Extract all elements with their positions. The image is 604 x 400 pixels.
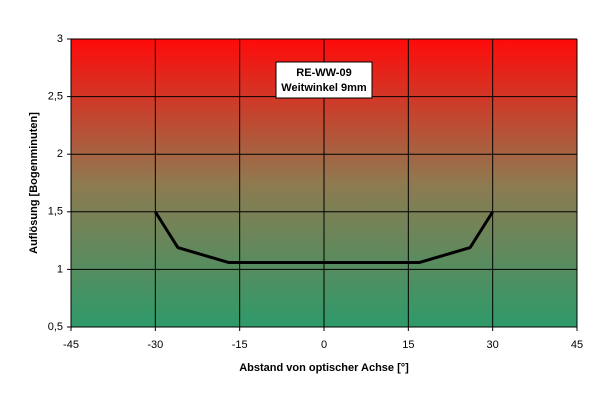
x-tick-label: -45	[63, 339, 79, 351]
y-tick-label: 1,5	[48, 206, 63, 218]
y-tick-label: 0,5	[48, 321, 63, 333]
y-tick-label: 2	[57, 148, 63, 160]
y-axis-title: Auflösung [Bogenminuten]	[28, 112, 40, 254]
data-line	[154, 211, 494, 264]
x-tick-label: -30	[147, 339, 163, 351]
x-tick-label: -15	[232, 339, 248, 351]
x-axis-title: Abstand von optischer Achse [°]	[239, 362, 409, 374]
x-tick-label: 0	[321, 339, 327, 351]
annotation-line: RE-WW-09	[296, 67, 351, 79]
annotation-line: Weitwinkel 9mm	[281, 82, 367, 94]
y-tick-label: 2,5	[48, 91, 63, 103]
y-tick-label: 1	[57, 263, 63, 275]
annotation-box	[275, 61, 373, 99]
x-tick-label: 45	[571, 339, 583, 351]
x-tick-label: 30	[487, 339, 499, 351]
y-tick-label: 3	[57, 33, 63, 45]
x-tick-label: 15	[402, 339, 414, 351]
